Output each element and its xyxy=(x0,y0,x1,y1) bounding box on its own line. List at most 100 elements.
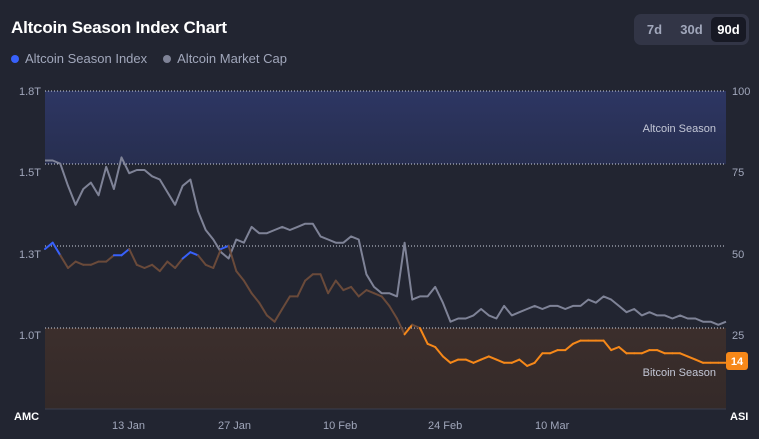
series-segment-altcoin-season-index xyxy=(495,358,506,364)
series-segment-altcoin-season-index xyxy=(640,349,651,355)
x-tick-label: 10 Mar xyxy=(535,420,570,432)
series-segment-altcoin-season-index xyxy=(610,346,620,352)
legend-dot-icon xyxy=(11,54,19,63)
x-tick-label: 13 Jan xyxy=(112,420,145,432)
left-tick-label: 1.0T xyxy=(19,330,41,342)
series-segment-altcoin-season-index xyxy=(235,270,245,282)
series-segment-altcoin-season-index xyxy=(143,263,154,269)
series-segment-altcoin-season-index xyxy=(510,358,521,364)
series-segment-altcoin-season-index xyxy=(334,279,345,292)
series-segment-altcoin-season-index xyxy=(518,358,529,367)
series-segment-altcoin-season-index xyxy=(357,289,368,298)
series-segment-altcoin-season-index xyxy=(656,349,666,355)
series-segment-altcoin-season-index xyxy=(418,327,429,345)
series-segment-altcoin-season-index xyxy=(151,263,161,273)
legend-label: Altcoin Season Index xyxy=(25,51,148,66)
series-segment-altcoin-season-index xyxy=(166,260,177,269)
legend-item-altcoin-season-index[interactable]: Altcoin Season Index xyxy=(11,51,147,66)
chart-legend: Altcoin Season Index Altcoin Market Cap xyxy=(11,51,287,66)
series-segment-altcoin-season-index xyxy=(572,339,582,345)
series-segment-altcoin-season-index xyxy=(602,339,613,352)
right-axis-title: ASI xyxy=(730,411,748,423)
legend-label: Altcoin Market Cap xyxy=(177,51,287,66)
series-segment-altcoin-season-index xyxy=(373,292,383,298)
range-30d-button[interactable]: 30d xyxy=(680,22,703,37)
right-tick-label: 50 xyxy=(732,249,744,261)
series-segment-altcoin-season-index xyxy=(105,254,115,263)
series-segment-altcoin-season-index xyxy=(388,304,398,320)
badge-value: 14 xyxy=(731,356,744,368)
series-segment-altcoin-season-index xyxy=(694,358,704,364)
left-tick-label: 1.3T xyxy=(19,249,41,261)
series-segment-altcoin-season-index xyxy=(265,314,276,323)
chart-title: Altcoin Season Index Chart xyxy=(11,18,227,37)
range-90d-button[interactable]: 90d xyxy=(711,17,746,42)
series-segment-altcoin-season-index xyxy=(89,260,100,266)
series-segment-altcoin-season-index xyxy=(449,358,460,364)
right-tick-label: 25 xyxy=(732,330,744,342)
series-segment-altcoin-season-index xyxy=(189,251,199,257)
series-segment-altcoin-season-index xyxy=(304,273,314,282)
x-tick-label: 24 Feb xyxy=(428,420,462,432)
series-segment-altcoin-season-index xyxy=(441,355,452,364)
series-segment-altcoin-season-index xyxy=(258,301,268,317)
gridlines xyxy=(45,90,726,410)
right-tick-label: 75 xyxy=(732,167,744,179)
series-segment-altcoin-season-index xyxy=(242,279,253,295)
series-segment-altcoin-season-index xyxy=(564,342,574,352)
current-value-badge: 14 xyxy=(726,352,748,370)
series-segment-altcoin-season-index xyxy=(526,361,536,367)
series-segment-altcoin-season-index xyxy=(350,285,360,298)
series-segment-altcoin-season-index xyxy=(67,260,77,269)
series-segment-altcoin-season-index xyxy=(120,248,131,257)
series-segment-altcoin-season-index xyxy=(464,358,475,364)
series-segment-altcoin-season-index xyxy=(396,317,406,336)
series-segment-altcoin-season-index xyxy=(158,260,169,273)
series-segment-altcoin-season-index xyxy=(533,352,544,364)
x-tick-label: 10 Feb xyxy=(323,420,357,432)
series-segment-altcoin-season-index xyxy=(220,244,230,250)
series-segment-altcoin-season-index xyxy=(281,295,291,310)
series-segment-altcoin-season-index xyxy=(227,244,238,273)
time-range-selector: 7d 30d 90d xyxy=(634,14,749,45)
series-segment-altcoin-season-index xyxy=(617,346,628,355)
series-segment-altcoin-season-index xyxy=(327,279,337,295)
series-segment-altcoin-season-index xyxy=(434,346,444,358)
series-segment-altcoin-season-index xyxy=(128,248,138,266)
series-segment-altcoin-season-index xyxy=(44,241,54,250)
series-segment-altcoin-season-index xyxy=(403,323,414,336)
series-segment-altcoin-season-index xyxy=(51,241,62,257)
series-line-altcoin-market-cap xyxy=(45,156,727,326)
series-segment-altcoin-season-index xyxy=(181,251,192,260)
x-tick-label: 27 Jan xyxy=(218,420,251,432)
series-segment-altcoin-season-index xyxy=(411,323,421,329)
series-segment-altcoin-season-index xyxy=(480,355,490,361)
series-segment-altcoin-season-index xyxy=(273,308,284,323)
series-segment-altcoin-season-index xyxy=(204,263,215,269)
series-segment-altcoin-season-index xyxy=(342,285,353,292)
left-tick-label: 1.8T xyxy=(19,86,41,98)
series-segment-altcoin-season-index xyxy=(679,352,689,358)
series-segment-altcoin-season-index xyxy=(59,254,69,269)
series-segment-altcoin-season-index xyxy=(74,260,85,266)
series-segment-altcoin-season-index xyxy=(174,257,184,269)
series-segment-altcoin-season-index xyxy=(549,349,559,355)
legend-dot-icon xyxy=(163,54,172,63)
series-layer xyxy=(44,156,727,367)
bitcoin-season-label: Bitcoin Season xyxy=(643,367,716,379)
series-segment-altcoin-season-index xyxy=(296,279,307,298)
left-tick-label: 1.5T xyxy=(19,167,41,179)
range-7d-button[interactable]: 7d xyxy=(646,22,663,37)
series-segment-altcoin-season-index xyxy=(212,248,222,269)
left-axis-title: AMC xyxy=(14,411,39,423)
right-tick-label: 100 xyxy=(732,86,750,98)
legend-item-altcoin-market-cap[interactable]: Altcoin Market Cap xyxy=(163,51,287,66)
series-segment-altcoin-season-index xyxy=(487,355,498,361)
series-segment-altcoin-season-index xyxy=(472,358,483,364)
series-segment-altcoin-season-index xyxy=(197,254,207,266)
badge-background xyxy=(726,352,748,370)
series-segment-altcoin-season-index xyxy=(135,263,146,269)
bitcoin-season-zone xyxy=(45,328,726,409)
altcoin-season-zone xyxy=(45,91,726,164)
